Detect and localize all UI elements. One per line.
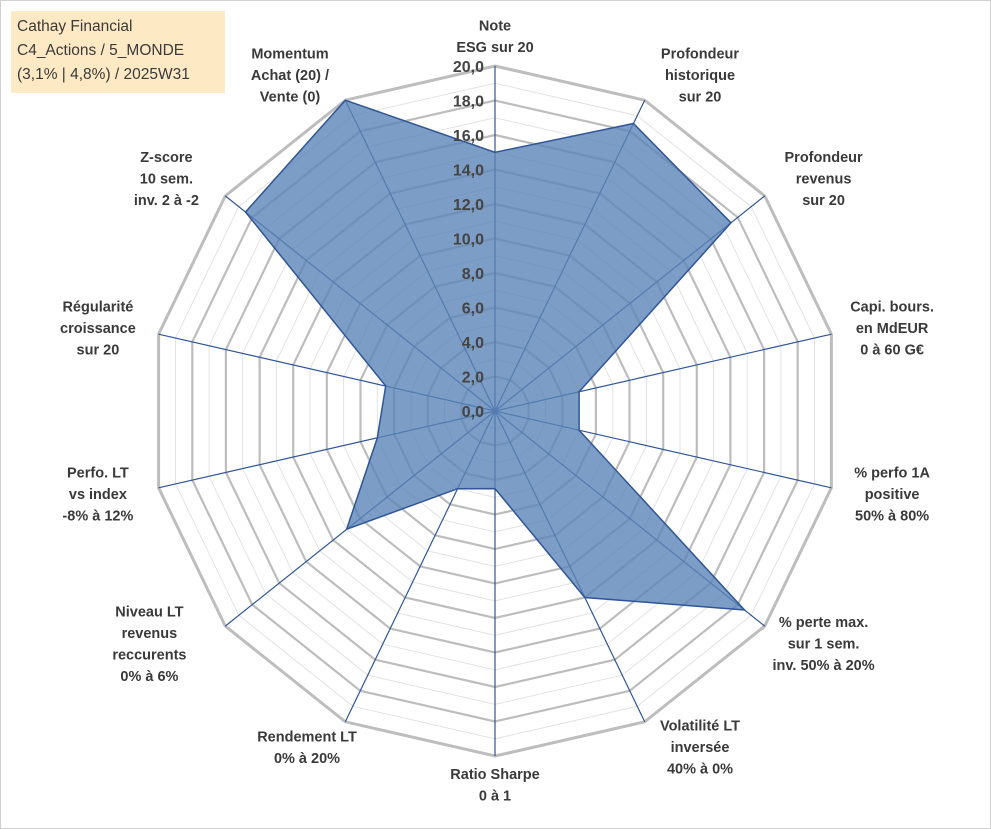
tick-label: 6,0 xyxy=(462,301,484,318)
axis-label-line: 40% à 0% xyxy=(667,762,733,778)
axis-label-line: historique xyxy=(665,68,735,84)
axis-label-line: Ratio Sharpe xyxy=(450,767,539,783)
axis-label: Perfo. LT vs index -8% à 12% xyxy=(62,466,133,525)
axis-labels: Note ESG sur 20 Profondeur historique sur 20… xyxy=(60,19,934,805)
axis-label: Momentum Achat (20) / Vente (0) xyxy=(251,46,329,105)
axis-label-line: inv. 2 à -2 xyxy=(134,193,199,209)
data-series xyxy=(244,99,747,611)
axis-label-line: 10 sem. xyxy=(140,171,193,187)
axis-label: Volatilité LT inversée 40% à 0% xyxy=(660,719,740,778)
axis-label-line: Régularité xyxy=(62,300,133,316)
axis-label-line: Perfo. LT xyxy=(67,466,129,482)
tick-label: 18,0 xyxy=(453,94,484,111)
axis-label-line: reccurents xyxy=(112,647,186,663)
axis-label: Niveau LT revenus reccurents 0% à 6% xyxy=(112,604,186,685)
axis-label-line: sur 1 sem. xyxy=(788,637,860,653)
tick-label: 8,0 xyxy=(462,266,484,283)
axis-label-line: Note xyxy=(479,19,511,35)
title-line-company: Cathay Financial xyxy=(17,18,133,35)
tick-label: 2,0 xyxy=(462,370,484,387)
axis-label-line: Vente (0) xyxy=(260,89,321,105)
axis-label-line: 0% à 20% xyxy=(274,751,340,767)
axis-label: Rendement LT 0% à 20% xyxy=(257,729,357,767)
axis-label-line: revenus xyxy=(122,626,178,642)
axis-label: % perfo 1A positive 50% à 80% xyxy=(854,466,930,525)
axis-label-line: vs index xyxy=(69,487,127,503)
axis-label-line: inv. 50% à 20% xyxy=(773,658,875,674)
axis-label-line: Momentum xyxy=(251,46,328,62)
axis-label: Régularité croissance sur 20 xyxy=(60,300,136,359)
axis-label-line: Rendement LT xyxy=(257,729,357,745)
axis-label: Note ESG sur 20 xyxy=(456,19,533,57)
axis-label-line: revenus xyxy=(796,171,852,187)
axis-label-line: Volatilité LT xyxy=(660,719,740,735)
tick-label: 16,0 xyxy=(453,128,484,145)
axis-label-line: % perfo 1A xyxy=(854,466,930,482)
axis-label-line: Capi. bours. xyxy=(850,300,934,316)
axis-label: % perte max. sur 1 sem. inv. 50% à 20% xyxy=(773,615,875,674)
tick-label: 20,0 xyxy=(453,59,484,76)
axis-label-line: % perte max. xyxy=(779,615,868,631)
axis-label-line: sur 20 xyxy=(77,343,120,359)
axis-label-line: positive xyxy=(865,487,920,503)
title-line-category: C4_Actions / 5_MONDE xyxy=(17,42,185,59)
axis-label-line: croissance xyxy=(60,321,136,337)
axis-label-line: Z-score xyxy=(140,150,192,166)
axis-label-line: ESG sur 20 xyxy=(456,40,533,56)
axis-label-line: -8% à 12% xyxy=(62,509,133,525)
axis-label-line: sur 20 xyxy=(679,89,722,105)
axis-label: Capi. bours. en MdEUR 0 à 60 G€ xyxy=(850,300,934,359)
tick-label: 0,0 xyxy=(462,404,484,421)
tick-labels: 0,0 2,0 4,0 6,0 8,0 10,0 12,0 14,0 16,0 18,0 20,0 xyxy=(453,59,484,421)
title-line-period: (3,1% | 4,8%) / 2025W31 xyxy=(17,66,190,83)
axis-label-line: 0% à 6% xyxy=(120,669,178,685)
axis-label-line: Achat (20) / xyxy=(251,68,329,84)
axis-label-line: 0 à 60 G€ xyxy=(860,343,924,359)
axis-label-line: Niveau LT xyxy=(115,604,183,620)
tick-label: 4,0 xyxy=(462,335,484,352)
axis-label-line: 50% à 80% xyxy=(855,509,929,525)
tick-label: 14,0 xyxy=(453,163,484,180)
axis-label-line: Profondeur xyxy=(785,150,863,166)
axis-label-line: 0 à 1 xyxy=(479,789,511,805)
axis-label: Ratio Sharpe 0 à 1 xyxy=(450,767,539,805)
chart-title-box: Cathay Financial C4_Actions / 5_MONDE (3… xyxy=(11,11,225,93)
axis-label: Profondeur historique sur 20 xyxy=(661,46,739,105)
tick-label: 12,0 xyxy=(453,197,484,214)
axis-label: Profondeur revenus sur 20 xyxy=(785,150,863,209)
tick-label: 10,0 xyxy=(453,232,484,249)
axis-label-line: en MdEUR xyxy=(856,321,929,337)
axis-label-line: Profondeur xyxy=(661,46,739,62)
axis-label: Z-score 10 sem. inv. 2 à -2 xyxy=(134,150,199,209)
axis-label-line: sur 20 xyxy=(802,193,845,209)
axis-label-line: inversée xyxy=(671,740,730,756)
